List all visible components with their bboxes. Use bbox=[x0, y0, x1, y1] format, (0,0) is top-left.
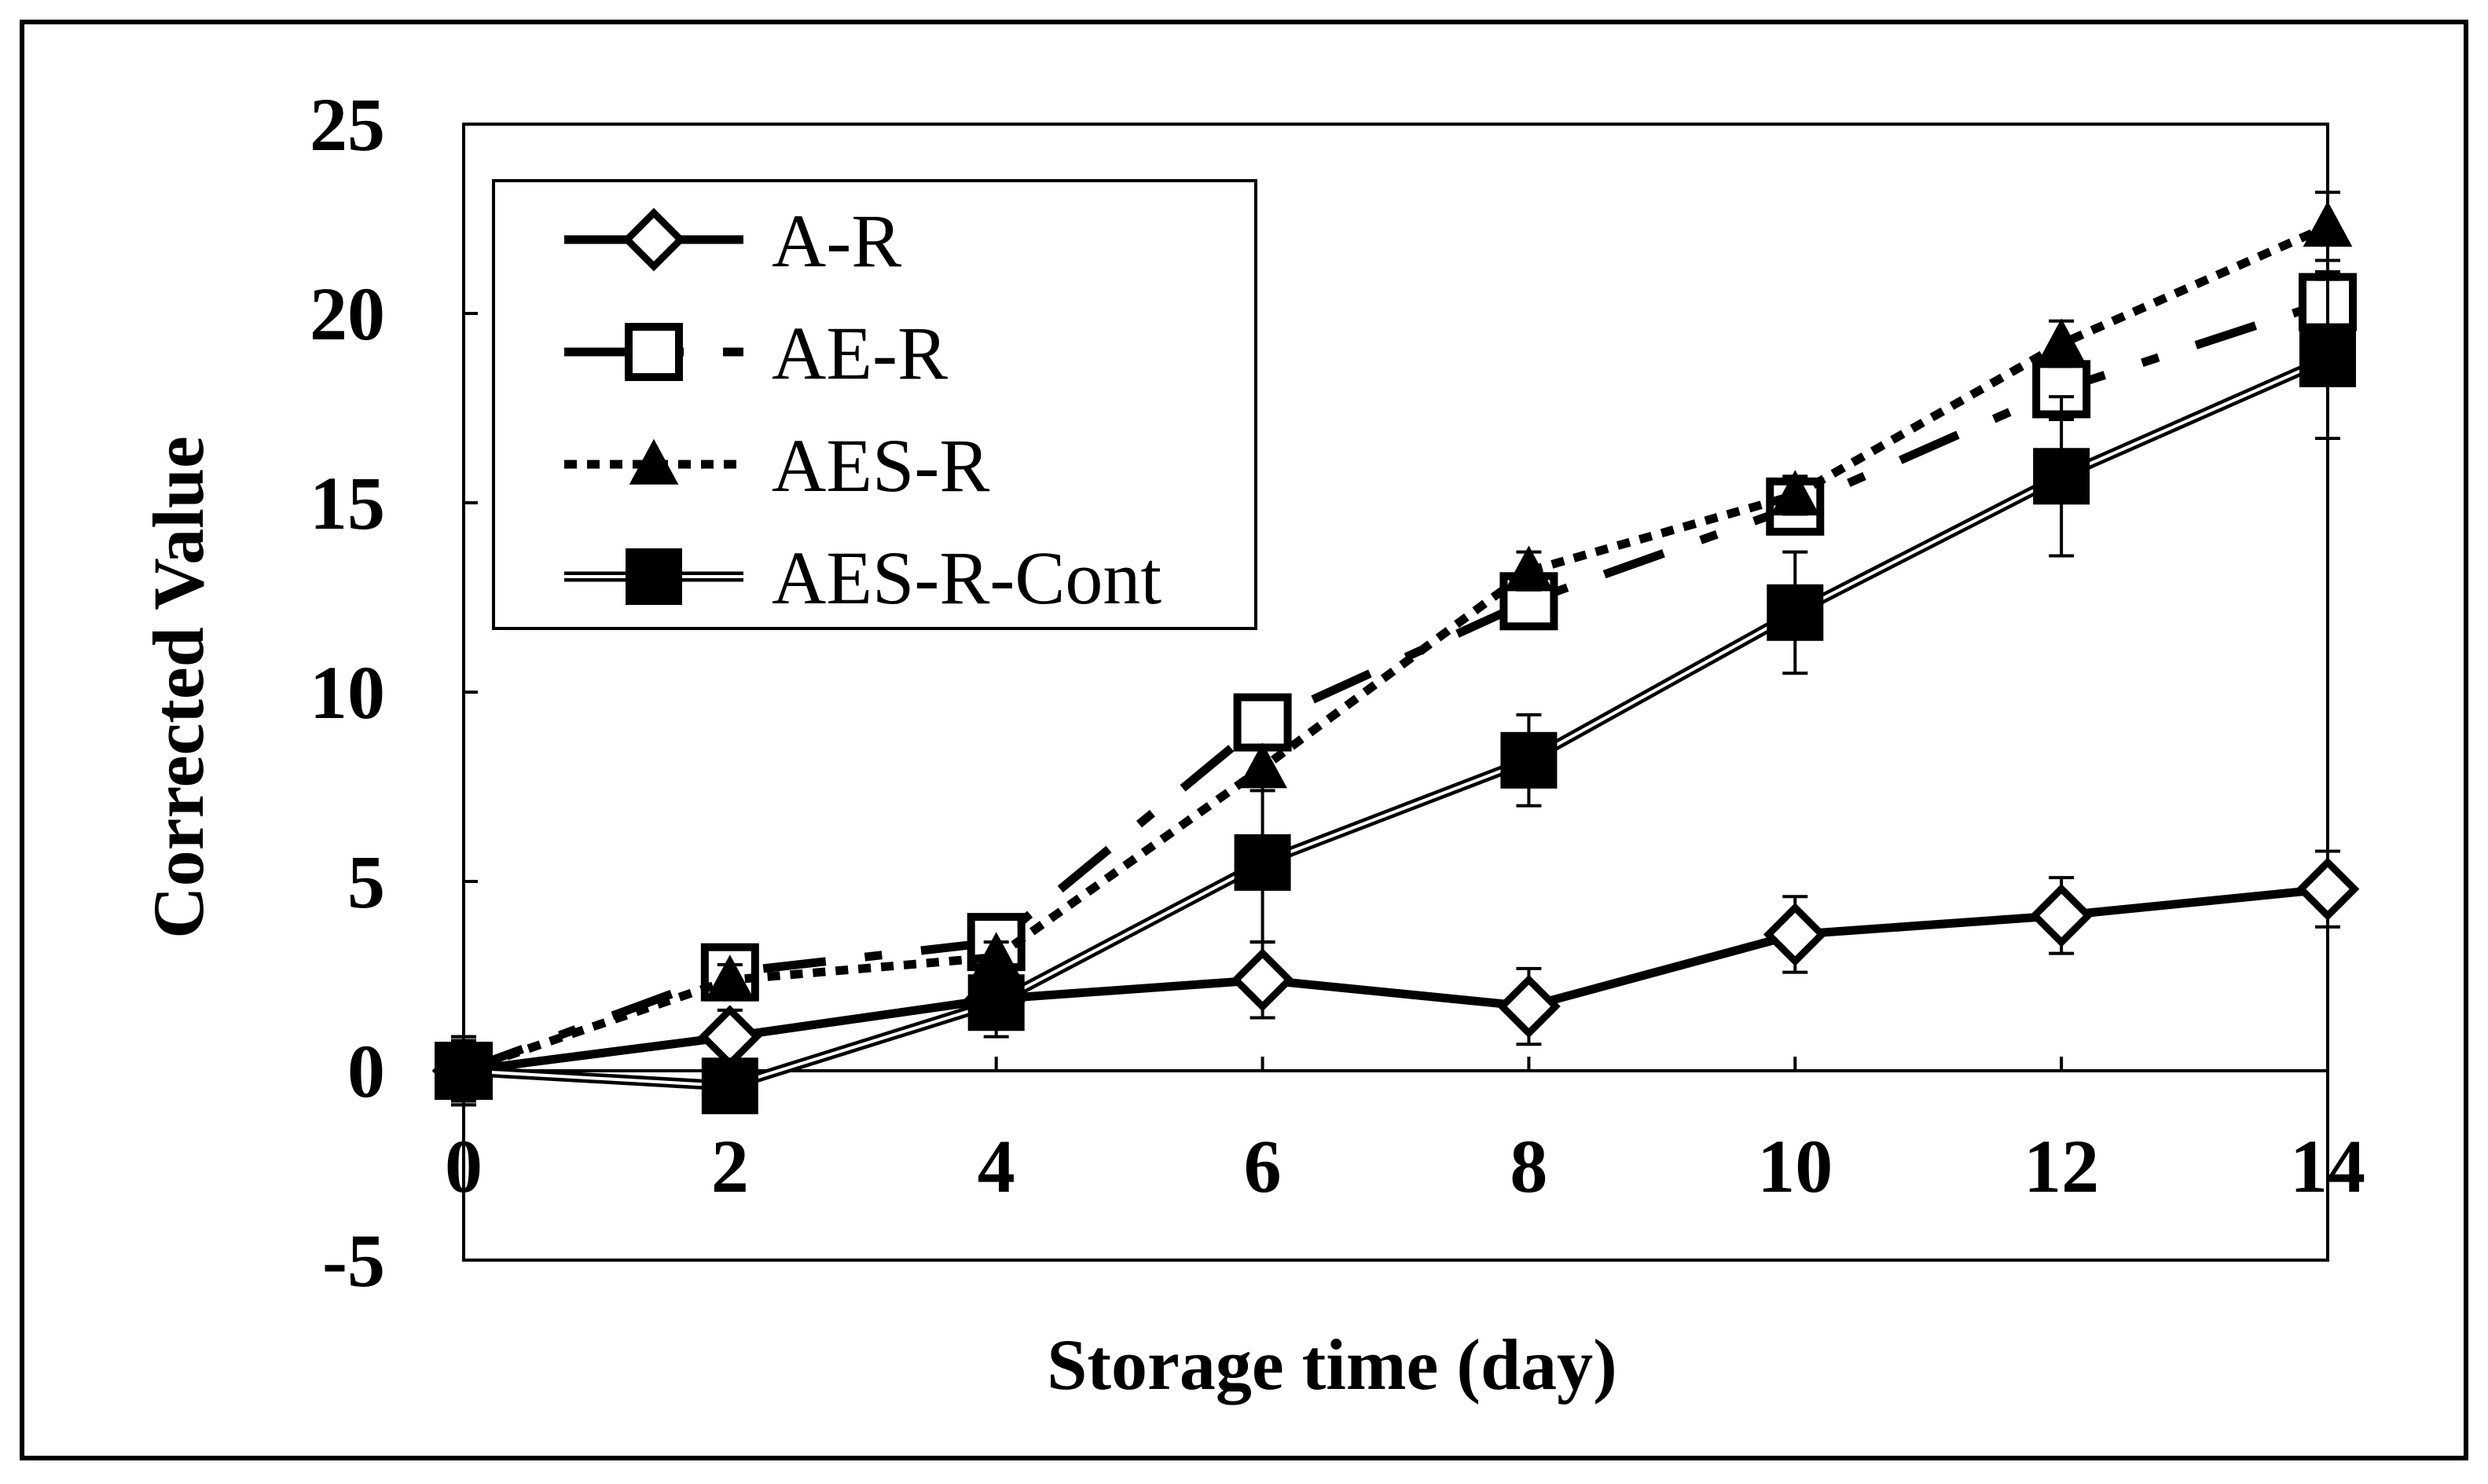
data-point bbox=[2303, 200, 2353, 247]
x-tick-label: 8 bbox=[1510, 1124, 1547, 1208]
x-axis-title: Storage time (day) bbox=[1047, 1325, 1617, 1405]
data-point bbox=[2036, 318, 2086, 365]
y-tick-label: 15 bbox=[310, 461, 385, 545]
x-tick-label: 12 bbox=[2024, 1124, 2099, 1208]
y-tick-label: 0 bbox=[347, 1029, 385, 1113]
data-point bbox=[1234, 834, 1291, 891]
legend-label: A-R bbox=[772, 199, 901, 283]
legend-label: AE-R bbox=[772, 311, 948, 395]
data-point bbox=[1500, 731, 1558, 789]
y-tick-label: 25 bbox=[310, 82, 385, 167]
series-AES-R-Cont bbox=[435, 277, 2356, 1115]
data-point bbox=[1770, 470, 1820, 516]
data-point bbox=[2295, 857, 2360, 922]
y-tick-label: 5 bbox=[347, 840, 385, 924]
series-line bbox=[462, 222, 2330, 1075]
data-point bbox=[1231, 947, 1294, 1012]
x-tick-label: 10 bbox=[1757, 1124, 1833, 1208]
legend-item: AES-R bbox=[564, 423, 989, 507]
legend: A-R AE-R AES-R AES-R-Cont bbox=[492, 179, 1257, 630]
legend-item: AES-R-Cont bbox=[564, 536, 1161, 620]
x-tick-label: 4 bbox=[978, 1124, 1015, 1208]
data-point bbox=[2299, 330, 2356, 387]
data-point bbox=[1497, 974, 1561, 1039]
series-line-inner bbox=[463, 357, 2328, 1088]
data-point bbox=[2033, 448, 2090, 505]
x-tick-label: 0 bbox=[445, 1124, 483, 1208]
y-tick-label: 20 bbox=[310, 272, 385, 356]
legend-box bbox=[492, 179, 1257, 630]
series-AES-R bbox=[439, 190, 2353, 1103]
legend-swatch-marker bbox=[629, 438, 679, 485]
legend-item: A-R bbox=[564, 199, 901, 283]
series-line bbox=[462, 298, 2329, 1075]
data-point bbox=[967, 974, 1025, 1031]
data-point bbox=[435, 1042, 492, 1099]
data-point bbox=[1763, 903, 1827, 966]
data-point bbox=[701, 1057, 758, 1115]
plot-layer: 0 2 4 6 8 10 12 14 -5 0 5 10 15 20 25 bbox=[310, 82, 2365, 1303]
y-tick-label: -5 bbox=[322, 1218, 385, 1303]
data-point bbox=[705, 955, 755, 1001]
x-tick-label: 6 bbox=[1244, 1124, 1282, 1208]
data-point bbox=[1504, 545, 1554, 592]
data-point bbox=[1767, 584, 1824, 641]
legend-label: AES-R bbox=[772, 423, 989, 507]
x-tick-label: 14 bbox=[2290, 1124, 2365, 1208]
legend-swatch-marker bbox=[625, 323, 683, 381]
legend-swatch-marker bbox=[622, 207, 686, 272]
y-tick-label: 10 bbox=[310, 650, 385, 735]
legend-swatch-marker bbox=[626, 548, 682, 605]
y-axis-title: Corrected Value bbox=[138, 436, 218, 939]
data-point bbox=[2029, 884, 2094, 947]
series-line bbox=[463, 885, 2328, 1075]
data-point bbox=[1233, 693, 1292, 752]
legend-label: AES-R-Cont bbox=[772, 536, 1161, 620]
legend-item: AE-R bbox=[564, 311, 948, 395]
x-tick-label: 2 bbox=[711, 1124, 749, 1208]
